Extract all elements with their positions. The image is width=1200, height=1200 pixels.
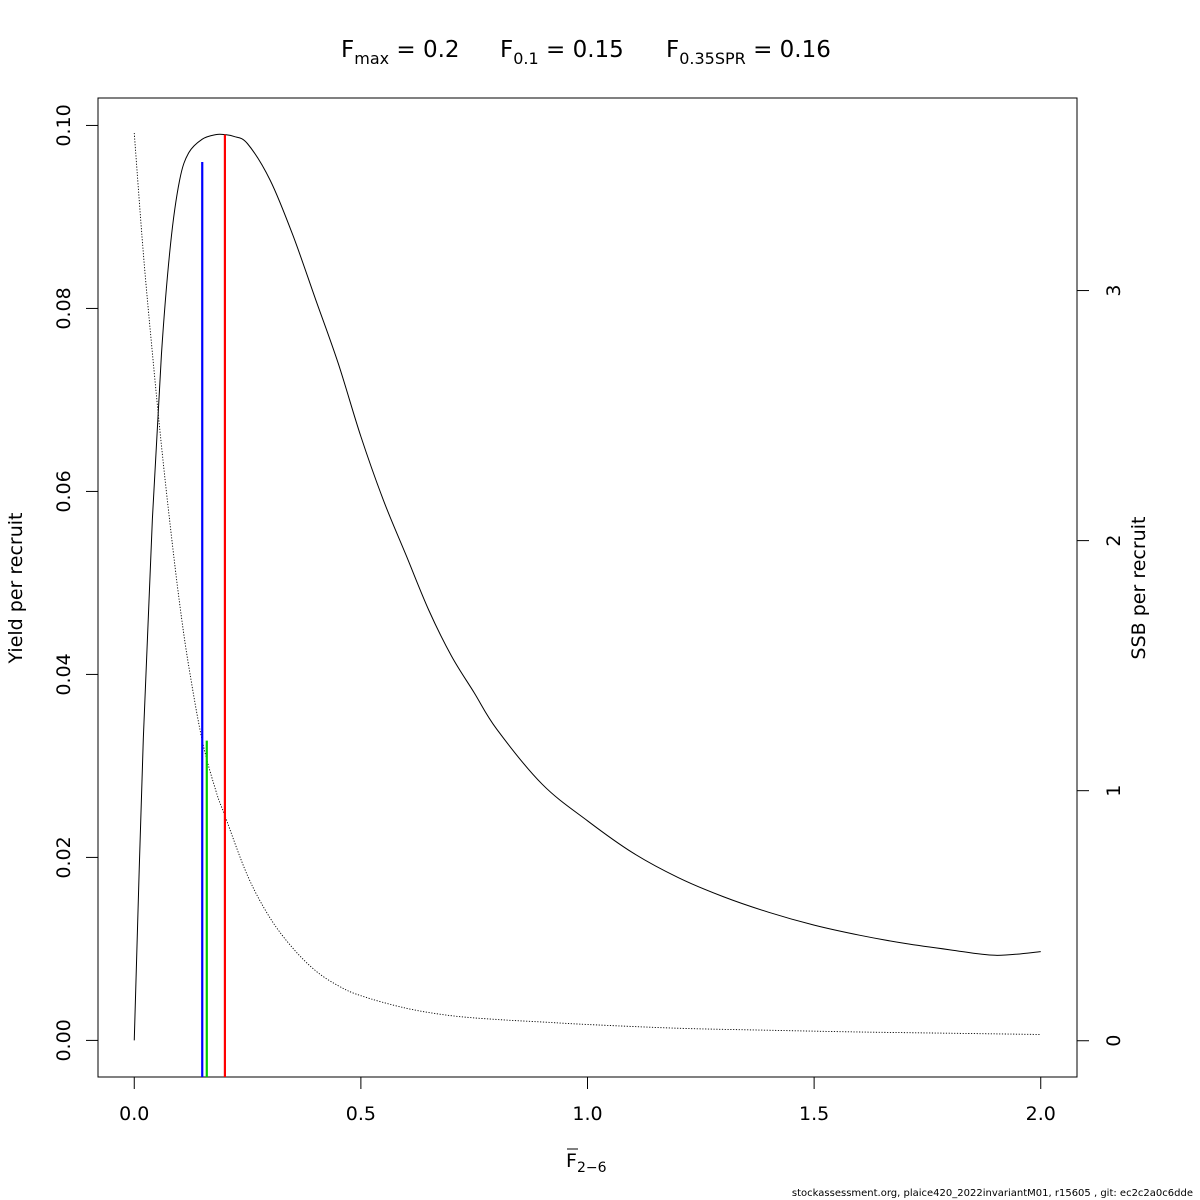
y-right-tick-label: 1 (1103, 785, 1125, 797)
x-tick-label: 0.5 (346, 1103, 376, 1125)
y-axis-right: 0 1 2 3 (1076, 285, 1125, 1047)
y-right-tick-label: 3 (1103, 285, 1125, 297)
chart-title: Fmax = 0.2 F0.1 = 0.15 F0.35SPR = 0.16 (341, 37, 831, 68)
x-axis: 0.0 0.5 1.0 1.5 2.0 (119, 1076, 1056, 1125)
yield-per-recruit-line (133, 133, 1041, 1041)
y-axis-left: 0.00 0.02 0.04 0.06 0.08 0.10 (53, 104, 99, 1062)
x-axis-label: F2−6 (566, 1148, 607, 1176)
y-left-tick-label: 0.06 (53, 470, 75, 512)
reference-lines (201, 134, 227, 1077)
y-left-tick-label: 0.00 (53, 1019, 75, 1061)
y-left-tick-label: 0.04 (53, 653, 75, 695)
x-axis-label-text: F2−6 (566, 1150, 607, 1176)
series-layer (133, 132, 1041, 1041)
title-fmax: Fmax = 0.2 (341, 37, 460, 68)
footer-credit: stockassessment.org, plaice420_2022invar… (792, 1188, 1193, 1199)
title-fspr: F0.35SPR = 0.16 (666, 37, 831, 68)
x-tick-label: 2.0 (1026, 1103, 1056, 1125)
y-axis-right-label: SSB per recruit (1128, 517, 1150, 660)
y-right-tick-label: 0 (1103, 1035, 1125, 1047)
y-axis-left-label: Yield per recruit (5, 513, 27, 665)
y-left-tick-label: 0.02 (53, 836, 75, 878)
y-right-tick-label: 2 (1103, 535, 1125, 547)
title-f01: F0.1 = 0.15 (500, 37, 624, 68)
y-left-tick-label: 0.08 (53, 287, 75, 329)
y-left-tick-label: 0.10 (53, 104, 75, 146)
x-tick-label: 1.0 (572, 1103, 602, 1125)
plot-frame (97, 97, 1078, 1078)
x-tick-label: 0.0 (119, 1103, 149, 1125)
ssb-per-recruit-line (133, 132, 1041, 1035)
x-tick-label: 1.5 (799, 1103, 829, 1125)
